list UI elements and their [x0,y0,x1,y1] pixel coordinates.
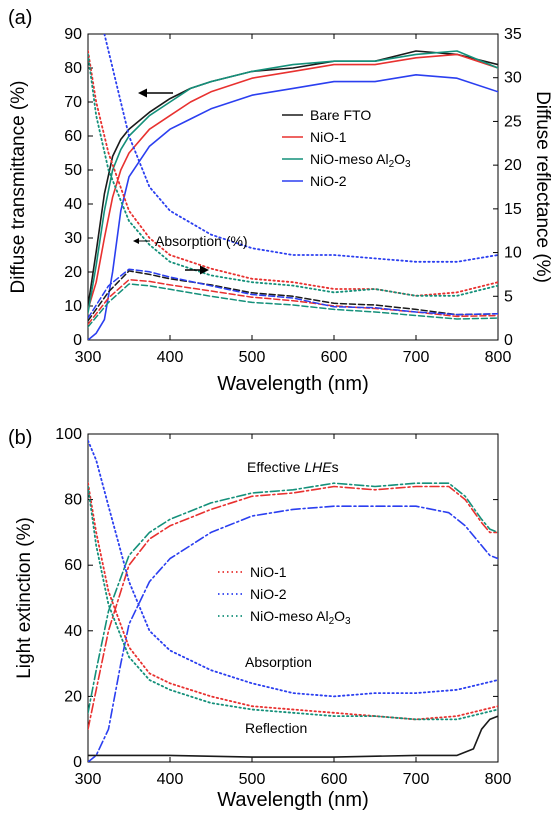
legend-item-nio-1-b: NiO-1 [218,564,287,580]
panel-b-reflection-reflection-line [88,715,498,758]
panel-a-transmittance-nio-1-line [88,53,498,311]
y-tick-label: 50 [64,162,82,179]
x-tick-label: 600 [321,349,348,366]
y-tick-label: 90 [64,26,82,43]
y2-tick-label: 0 [504,332,513,349]
panel-b-y-axis-label: Light extinction (%) [14,517,35,679]
legend-label: NiO-2 [250,586,287,602]
x-tick-label: 300 [75,771,102,788]
panel-a-y2-ticks: 0 5 10 15 20 25 30 35 [493,26,522,349]
panel-a-label: (a) [8,7,32,29]
panel-a-series [88,34,498,340]
legend-label: NiO-meso Al2O3 [310,151,411,170]
y-tick-label: 30 [64,230,82,247]
panel-a-absorption-nio-meso-al2o3-line [88,53,498,297]
y-tick-label: 0 [73,754,82,771]
legend-label: NiO-1 [250,564,287,580]
panel-b-absorption-nio-2-line [88,439,498,698]
panel-b: (b) 300 400 500 600 700 800 0 20 40 60 80 100 Wave… [8,426,511,811]
panel-a-y2-axis-label: Diffuse reflectance (%) [532,91,551,283]
panel-b-label: (b) [8,427,32,449]
x-tick-label: 400 [157,771,184,788]
y2-tick-label: 30 [504,70,522,87]
legend-label: NiO-meso Al2O3 [250,608,351,627]
effective-lhes-annotation: Effective LHEs [247,459,339,475]
absorption-annotation: Absorption (%) [155,233,248,249]
panel-a-reflectance-nio-meso-al2o3-line [88,283,498,328]
y2-tick-label: 20 [504,157,522,174]
panel-b-series [88,439,498,762]
y2-tick-label: 25 [504,113,522,130]
panel-a-y-ticks: 0 10 20 30 40 50 60 70 80 90 [64,26,93,349]
legend-item-nio-2: NiO-2 [282,173,347,189]
y2-tick-label: 5 [504,288,513,305]
x-tick-label: 500 [239,349,266,366]
x-tick-label: 500 [239,771,266,788]
y-tick-label: 0 [73,332,82,349]
legend-item-nio-meso-al2o3-b: NiO-meso Al2O3 [218,608,351,627]
x-tick-label: 300 [75,349,102,366]
panel-a-absorption-nio-2-line [103,34,498,263]
x-tick-label: 800 [485,771,512,788]
panel-b-frame [87,433,499,763]
y-tick-label: 80 [64,492,82,509]
y-tick-label: 70 [64,94,82,111]
panel-a-frame [87,33,499,341]
panel-b-x-ticks: 300 400 500 600 700 800 [75,434,512,788]
panel-b-x-axis-label: Wavelength (nm) [217,789,369,811]
panel-a-y-axis-label: Diffuse transmittance (%) [8,81,29,294]
y-tick-label: 10 [64,298,82,315]
panel-b-absorption-nio-1-line [88,482,498,721]
legend-item-nio-meso-al2o3: NiO-meso Al2O3 [282,151,411,170]
panel-a: (a) 300 400 500 600 700 800 01020304050607080… [8,7,551,395]
panel-a-transmittance-nio-2-line [88,74,498,340]
reflection-annotation: Reflection [245,720,307,736]
left-arrow-indicator [138,88,173,98]
y2-tick-label: 10 [504,245,522,262]
legend-item-bare-fto: Bare FTO [282,107,371,123]
x-tick-label: 600 [321,771,348,788]
x-tick-label: 700 [403,349,430,366]
y-tick-label: 20 [64,264,82,281]
panel-b-effective-lhe-nio-2-line [88,505,498,762]
panel-b-absorption-nio-meso-al2o3-line [88,485,498,721]
panel-a-x-axis-label: Wavelength (nm) [217,373,369,395]
legend-label: NiO-1 [310,129,347,145]
y-tick-label: 40 [64,196,82,213]
x-tick-label: 700 [403,771,430,788]
y-tick-label: 60 [64,128,82,145]
y2-tick-label: 35 [504,26,522,43]
panel-a-reflectance-bare-fto-line [88,270,498,322]
panel-b-y-ticks: 0 20 40 60 80 100 [55,426,498,771]
panel-a-transmittance-bare-fto-line [88,50,498,307]
legend-item-nio-2-b: NiO-2 [218,586,287,602]
x-tick-label: 400 [157,349,184,366]
panel-a-transmittance-nio-meso-al2o3-line [88,50,498,314]
absorption-annotation-b: Absorption [245,654,312,670]
panel-a-reflectance-nio-1-line [88,278,498,326]
legend-item-nio-1: NiO-1 [282,129,347,145]
y-tick-label: 20 [64,688,82,705]
y-tick-label: 100 [55,426,82,443]
panel-b-effective-lhe-nio-meso-al2o3-line [88,482,498,714]
panel-a-reflectance-nio-2-line [88,268,498,319]
y2-tick-label: 15 [504,201,522,218]
legend-label: Bare FTO [310,107,371,123]
right-arrow-indicator [185,265,209,275]
panel-a-legend: Bare FTO NiO-1 NiO-meso Al2O3 NiO-2 [282,107,411,189]
y-tick-label: 80 [64,60,82,77]
x-tick-label: 800 [485,349,512,366]
panel-a-x-ticks: 300 400 500 600 700 800 [75,34,512,366]
legend-label: NiO-2 [310,173,347,189]
absorption-arrow-indicator [133,238,150,244]
panel-b-legend: NiO-1 NiO-2 NiO-meso Al2O3 [218,564,351,627]
y-tick-label: 60 [64,557,82,574]
y-tick-label: 40 [64,623,82,640]
